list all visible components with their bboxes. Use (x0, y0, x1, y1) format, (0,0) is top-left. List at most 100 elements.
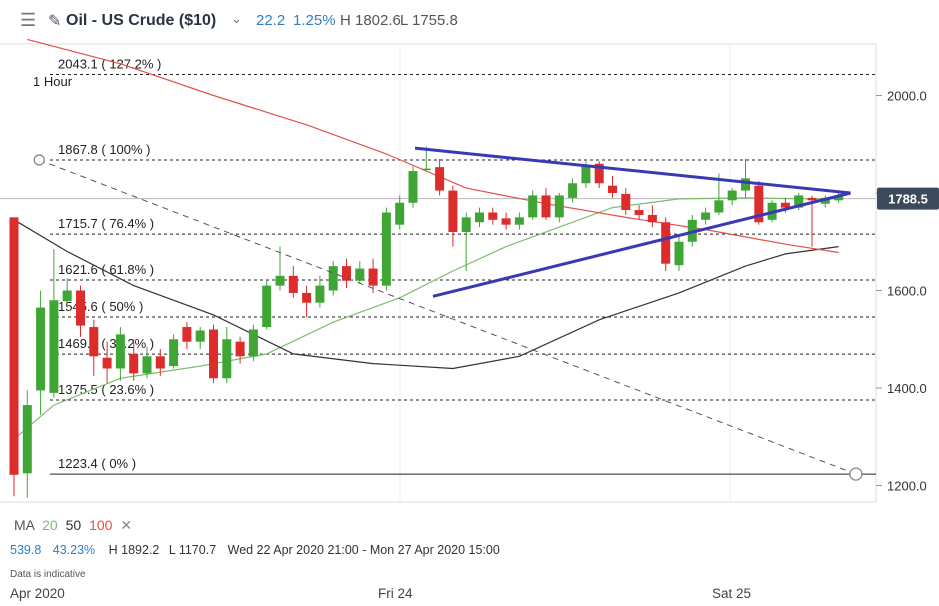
chevron-down-icon[interactable]: ⌄ (231, 11, 242, 26)
candle-body (248, 329, 258, 357)
candle-body (9, 217, 19, 475)
candle (554, 193, 564, 223)
y-tick-label: 1200.0 (887, 479, 927, 494)
fib-level-label: 1223.4 ( 0% ) (58, 456, 136, 471)
ma-legend: MA 20 50 100 ✕ (14, 517, 132, 534)
candle (621, 188, 631, 215)
candle (302, 285, 312, 318)
range-dates: Wed 22 Apr 2020 21:00 - Mon 27 Apr 2020 … (227, 543, 500, 557)
candle-body (727, 190, 737, 201)
candle (315, 275, 325, 308)
ma20-toggle[interactable]: 20 (42, 517, 58, 533)
x-tick-fri-24: Fri 24 (378, 586, 413, 601)
candle-body (435, 167, 445, 191)
candle-body (102, 357, 112, 369)
candle-body (155, 356, 165, 369)
range-low: L 1170.7 (168, 543, 217, 557)
candle (115, 327, 125, 381)
candle-body (22, 405, 32, 474)
x-tick-apr-2020: Apr 2020 (10, 586, 65, 601)
candle (288, 266, 298, 298)
candle (634, 205, 644, 220)
close-icon[interactable]: ✕ (120, 517, 133, 533)
candle (395, 195, 405, 230)
candle (169, 334, 179, 369)
candle-body (142, 356, 152, 374)
candle (62, 278, 72, 308)
pencil-icon[interactable]: ✎ (48, 13, 62, 30)
candle (195, 327, 205, 349)
candle (342, 258, 351, 289)
candle (528, 190, 538, 220)
candle-body (807, 197, 817, 201)
fib-level-label: 1715.7 ( 76.4% ) (58, 216, 154, 231)
ma50-toggle[interactable]: 50 (65, 517, 82, 533)
candle-body (381, 212, 391, 286)
candle-body (302, 292, 312, 303)
header-high: H 1802.6 (340, 12, 401, 29)
candle (701, 207, 711, 225)
instrument-title[interactable]: Oil - US Crude ($10) (66, 12, 217, 29)
current-price-tag: 1788.5 (877, 187, 939, 210)
candle-body (621, 193, 631, 211)
price-change: 22.2 (256, 12, 286, 29)
candle-body (195, 330, 205, 342)
candle (501, 212, 511, 230)
ma100-toggle[interactable]: 100 (89, 517, 113, 533)
candle-body (488, 212, 498, 220)
candle-body (701, 212, 711, 220)
trendline-start-handle[interactable] (33, 154, 45, 166)
candle (541, 188, 551, 220)
candle (754, 180, 764, 225)
fib-dashed-line[interactable] (39, 159, 857, 475)
candle-body (49, 300, 59, 393)
trendline-end-handle[interactable] (849, 467, 863, 481)
candle-body (328, 266, 338, 291)
candle (368, 258, 378, 293)
triangle-lower-line[interactable] (432, 191, 851, 298)
candle (435, 158, 445, 196)
candle (89, 319, 99, 376)
hamburger-icon[interactable]: ☰ (20, 10, 37, 30)
candle-body (275, 275, 285, 286)
candle-body (461, 217, 471, 232)
ma100-line (27, 38, 839, 254)
triangle-upper-line[interactable] (414, 146, 851, 195)
candle (129, 339, 139, 381)
candle (248, 324, 258, 362)
candle-body (501, 218, 511, 225)
candle-body (541, 195, 551, 218)
candle-body (754, 185, 764, 223)
candle-body (368, 268, 378, 286)
candle (235, 336, 245, 364)
range-stats: 539.8 43.23% H 1892.2 L 1170.7 Wed 22 Ap… (10, 543, 500, 557)
x-tick-sat-25: Sat 25 (712, 586, 752, 601)
candle-body (608, 185, 617, 193)
candle (142, 346, 152, 379)
candle-body (674, 241, 684, 266)
candle (514, 212, 524, 230)
candle-body (129, 353, 139, 374)
ma20-line (13, 197, 839, 440)
candle-body (634, 210, 644, 215)
candle-body (262, 285, 272, 328)
candle-body (820, 197, 830, 204)
timeframe-label[interactable]: 1 Hour (33, 74, 73, 89)
y-tick-label: 2000.0 (887, 89, 927, 104)
candle-body (315, 285, 325, 303)
candle-body (741, 178, 750, 191)
candle (275, 246, 285, 291)
candle-body (76, 290, 85, 326)
candle (408, 166, 418, 208)
candle-body (514, 217, 524, 225)
candle-body (661, 222, 671, 264)
data-note: Data is indicative (10, 569, 86, 580)
candle-body (408, 171, 418, 203)
candle (355, 261, 365, 284)
candle-body (581, 166, 591, 184)
candle-body (714, 200, 724, 213)
candle (222, 327, 232, 384)
range-pct: 43.23% (52, 543, 96, 557)
candle (488, 207, 498, 225)
